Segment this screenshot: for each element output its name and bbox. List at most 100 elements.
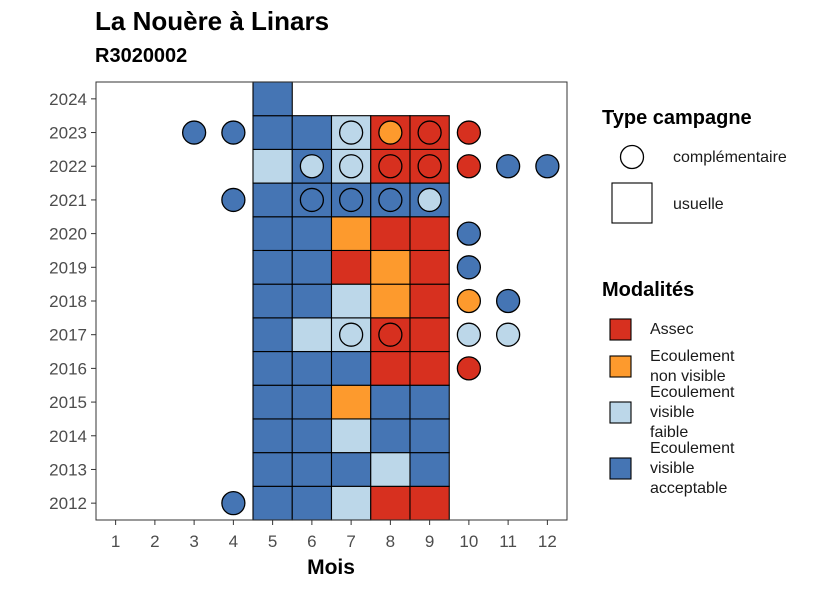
tile-2020-9: [409, 216, 450, 252]
tile-2014-7: [330, 418, 372, 454]
tile-2019-9: [409, 249, 450, 285]
tile-2018-7: [330, 283, 372, 319]
tile-2012-6: [291, 485, 333, 521]
tile-2019-8: [370, 249, 411, 285]
legend-type-title: Type campagne: [602, 107, 752, 129]
y-tick-label: 2024: [49, 90, 87, 109]
y-tick-label: 2023: [49, 124, 87, 143]
legend-label-line: non visible: [650, 368, 726, 385]
tile-2016-5: [252, 350, 293, 386]
tile-2020-6: [291, 216, 333, 252]
y-tick-label: 2016: [49, 359, 87, 378]
legend-label-line: visible: [650, 404, 695, 421]
y-tick-label: 2012: [49, 494, 87, 513]
plot-area: 1 2 3 4 5 6 7 8 9 10 11 122012201320142015201620172…: [49, 81, 568, 551]
point-2023-9: [417, 120, 442, 145]
y-tick-label: 2017: [49, 326, 87, 345]
tile-2014-6: [291, 418, 333, 454]
tile-2016-6: [291, 350, 333, 386]
tile-2020-7: [330, 216, 372, 252]
point-2022-11: [495, 154, 521, 179]
y-tick-label: 2021: [49, 191, 87, 210]
tile-2019-5: [252, 249, 293, 285]
legend-square-key: [611, 182, 653, 224]
legend-type-label: complémentaire: [673, 149, 787, 166]
point-2017-10: [456, 322, 482, 347]
point-2018-10: [456, 288, 482, 314]
x-tick-label: 7: [346, 532, 355, 551]
tile-2012-7: [330, 485, 372, 521]
point-2022-6: [299, 154, 325, 179]
point-2021-6: [299, 187, 325, 213]
tile-2014-5: [252, 418, 293, 454]
legend-key-assec: [609, 318, 632, 341]
tile-2015-5: [252, 384, 293, 420]
tile-2018-6: [291, 283, 333, 319]
point-2017-7: [338, 322, 364, 347]
legend-label-line: faible: [650, 424, 688, 441]
tile-2019-7: [330, 249, 372, 285]
point-2022-10: [456, 154, 482, 179]
tile-2015-6: [291, 384, 333, 420]
y-tick-label: 2022: [49, 157, 87, 176]
point-2016-10: [456, 356, 482, 381]
tile-2020-8: [370, 216, 411, 252]
x-tick-label: 2: [150, 532, 159, 551]
point-2023-3: [181, 120, 207, 145]
point-2023-7: [338, 120, 364, 145]
tile-2012-9: [409, 485, 450, 521]
legend-modalites-title: Modalités: [602, 279, 694, 301]
x-tick-label: 8: [386, 532, 395, 551]
point-2022-7: [338, 154, 364, 179]
y-tick-label: 2020: [49, 225, 87, 244]
x-tick-label: 11: [499, 532, 517, 551]
point-2023-8: [378, 120, 403, 145]
tile-2014-9: [409, 418, 450, 454]
x-axis-title: Mois: [307, 556, 355, 579]
point-2023-10: [456, 120, 482, 145]
legend-key-ecoulement_non_visible: [609, 355, 632, 378]
tile-2015-9: [409, 384, 450, 420]
tile-2016-8: [370, 350, 411, 386]
tile-2018-5: [252, 283, 293, 319]
tile-2015-7: [330, 384, 372, 420]
tile-2017-9: [409, 317, 450, 353]
tile-2017-6: [291, 317, 333, 353]
point-2022-8: [378, 154, 403, 179]
tile-2023-5: [252, 115, 293, 150]
legend-label-line: visible: [650, 460, 695, 477]
point-2022-12: [535, 154, 560, 179]
legend-label-line: Ecoulement: [650, 384, 735, 401]
legend-key-ecoulement_visible_faible: [609, 401, 632, 424]
x-tick-label: 5: [268, 532, 277, 551]
tile-2016-7: [330, 350, 372, 386]
point-2021-4: [221, 187, 246, 213]
x-tick-label: 9: [425, 532, 434, 551]
tile-2018-8: [370, 283, 411, 319]
legend-circle-key: [619, 144, 645, 170]
point-2012-4: [221, 491, 246, 516]
y-tick-label: 2018: [49, 292, 87, 311]
legend: Type campagne complémentaire usuelle Modali…: [602, 107, 787, 497]
tile-2013-7: [330, 452, 372, 487]
x-tick-label: 4: [229, 532, 238, 551]
legend-label-line: Ecoulement: [650, 348, 735, 365]
legend-label-line: Assec: [650, 321, 694, 338]
tile-2024-5: [252, 81, 293, 117]
tile-2019-6: [291, 249, 333, 285]
x-tick-label: 3: [189, 532, 198, 551]
y-tick-label: 2014: [49, 427, 87, 446]
tile-2017-5: [252, 317, 293, 353]
tile-2023-6: [291, 115, 333, 150]
tile-2014-8: [370, 418, 411, 454]
tile-2013-5: [252, 452, 293, 487]
tile-2018-9: [409, 283, 450, 319]
tile-2013-9: [409, 452, 450, 487]
tile-2021-5: [252, 182, 293, 218]
tile-2012-8: [370, 485, 411, 521]
x-tick-label: 6: [307, 532, 316, 551]
tile-2012-5: [252, 485, 293, 521]
tile-2016-9: [409, 350, 450, 386]
legend-key-ecoulement_visible_acceptable: [609, 457, 632, 480]
